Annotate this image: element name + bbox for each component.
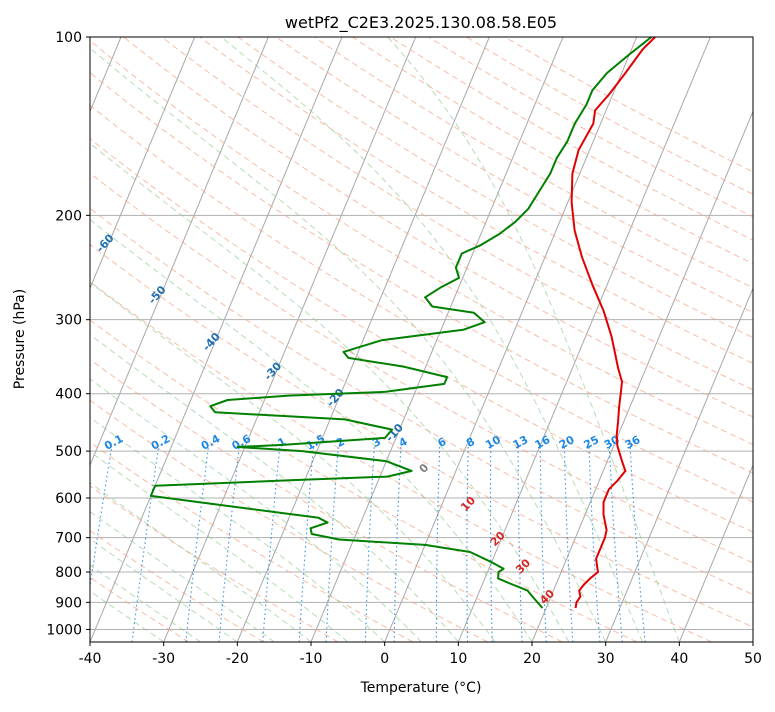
x-tick-label: 40 <box>670 651 688 667</box>
y-tick-label: 400 <box>55 387 82 403</box>
x-tick-label: -10 <box>300 651 323 667</box>
x-tick-label: 50 <box>744 651 762 667</box>
y-tick-label: 100 <box>55 30 82 46</box>
x-tick-label: 10 <box>449 651 467 667</box>
y-tick-label: 300 <box>55 313 82 329</box>
x-tick-label: -20 <box>226 651 249 667</box>
x-tick-label: 30 <box>597 651 615 667</box>
x-tick-label: 0 <box>380 651 389 667</box>
y-axis-title: Pressure (hPa) <box>12 289 28 389</box>
y-tick-label: 500 <box>55 444 82 460</box>
y-tick-label: 700 <box>55 531 82 547</box>
y-tick-label: 800 <box>55 565 82 581</box>
y-tick-label: 600 <box>55 491 82 507</box>
y-tick-label: 900 <box>55 595 82 611</box>
x-tick-label: 20 <box>523 651 541 667</box>
x-axis-title: Temperature (°C) <box>360 680 482 696</box>
x-tick-label: -40 <box>79 651 102 667</box>
chart-title: wetPf2_C2E3.2025.130.08.58.E05 <box>285 13 557 33</box>
y-tick-label: 200 <box>55 208 82 224</box>
x-tick-label: -30 <box>152 651 175 667</box>
y-tick-label: 1000 <box>46 622 82 638</box>
